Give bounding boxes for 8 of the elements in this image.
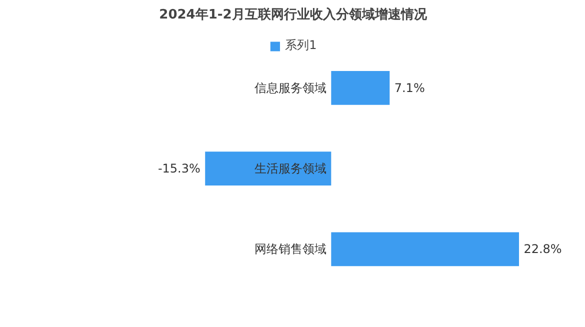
y-tick-label: 网络销售领域: [254, 242, 326, 256]
data-label: 7.1%: [394, 80, 425, 95]
chart-title: 2024年1-2月互联网行业收入分领域增速情况: [159, 6, 428, 22]
y-tick-label: 信息服务领域: [254, 80, 326, 95]
y-tick-label: 生活服务领域: [254, 162, 326, 176]
data-label: 22.8%: [524, 242, 562, 256]
data-label: -15.3%: [158, 162, 200, 176]
legend-label: 系列1: [285, 37, 317, 54]
